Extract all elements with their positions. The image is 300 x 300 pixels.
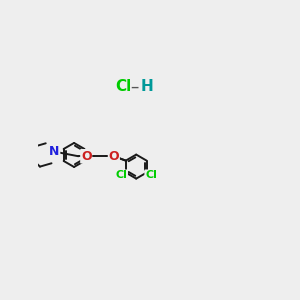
Text: –: – xyxy=(130,78,138,96)
Text: Cl: Cl xyxy=(116,170,127,180)
Text: H: H xyxy=(140,79,153,94)
Text: Cl: Cl xyxy=(145,170,157,180)
Text: O: O xyxy=(109,150,119,163)
Text: N: N xyxy=(49,145,60,158)
Text: O: O xyxy=(81,150,92,163)
Text: Cl: Cl xyxy=(115,79,131,94)
